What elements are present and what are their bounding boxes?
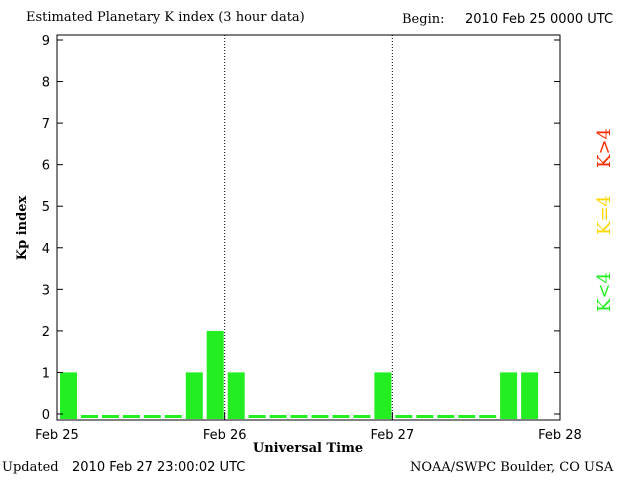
y-tick-label: 0: [42, 408, 50, 423]
kp-bar-zero: [437, 415, 455, 418]
plot-frame: [56, 34, 561, 421]
kp-bar-zero: [416, 415, 434, 418]
kp-bar-zero: [353, 415, 371, 418]
legend-k-equal-4: K=4: [594, 195, 615, 235]
y-tick-label: 3: [42, 283, 50, 298]
kp-bar-zero: [122, 415, 140, 418]
y-tick-label: 9: [42, 34, 50, 49]
source-credit: NOAA/SWPC Boulder, CO USA: [410, 460, 614, 475]
kp-bar-zero: [101, 415, 119, 418]
bars-layer: [60, 330, 539, 419]
kp-bar-zero: [248, 415, 266, 418]
x-tick-label: Feb 26: [203, 428, 247, 443]
x-tick-label: Feb 25: [35, 428, 79, 443]
kp-bar: [206, 330, 224, 419]
kp-bar: [500, 372, 518, 419]
kp-bar-zero: [143, 415, 161, 418]
x-axis-title: Universal Time: [253, 441, 363, 456]
y-axis-ticks: 0 1 2 3 4 5 6 7 8 9: [42, 34, 560, 423]
kp-bar-zero: [458, 415, 476, 418]
y-tick-label: 7: [42, 117, 50, 132]
day-separators: [224, 35, 393, 420]
updated-label: Updated: [2, 460, 59, 475]
legend: K>4 K=4 K<4: [594, 128, 615, 312]
x-tick-label: Feb 28: [538, 428, 582, 443]
kp-bar-zero: [311, 415, 329, 418]
kp-bar: [60, 372, 77, 419]
y-tick-label: 4: [42, 242, 50, 257]
y-tick-label: 1: [42, 366, 50, 381]
y-axis-title: Kp index: [15, 196, 30, 261]
y-tick-label: 2: [42, 325, 50, 340]
y-tick-label: 6: [42, 159, 50, 174]
updated-timestamp: 2010 Feb 27 23:00:02 UTC: [72, 460, 246, 475]
kp-bar-zero: [81, 415, 98, 418]
kp-bar: [227, 372, 245, 419]
kp-bar: [185, 372, 203, 419]
legend-k-less-4: K<4: [594, 272, 615, 312]
kp-bar-zero: [164, 415, 182, 418]
begin-label: Begin:: [402, 12, 445, 27]
kp-bar-zero: [479, 415, 497, 418]
kp-bar: [374, 372, 392, 419]
chart-title: Estimated Planetary K index (3 hour data…: [26, 10, 305, 25]
kp-bar: [521, 372, 539, 419]
y-tick-label: 5: [42, 200, 50, 215]
x-axis-ticks: Feb 25 Feb 26 Feb 27 Feb 28: [35, 412, 582, 443]
kp-bar-zero: [269, 415, 287, 418]
y-tick-label: 8: [42, 76, 50, 91]
kp-bar-zero: [290, 415, 308, 418]
x-tick-label: Feb 27: [370, 428, 414, 443]
kp-bar-zero: [332, 415, 350, 418]
legend-k-greater-4: K>4: [594, 128, 615, 168]
kp-bar-zero: [395, 415, 413, 418]
begin-date: 2010 Feb 25 0000 UTC: [465, 12, 614, 27]
